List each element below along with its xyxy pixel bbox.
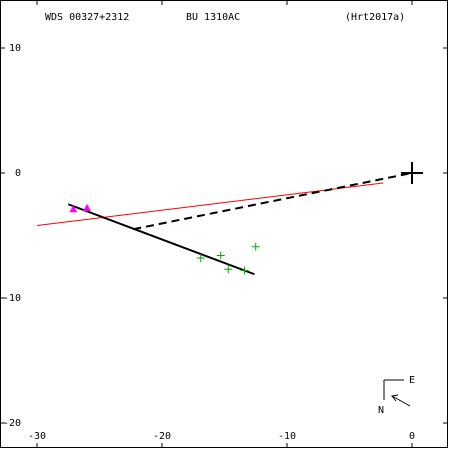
dashed-segment — [133, 172, 413, 231]
reference: (Hrt2017a) — [345, 12, 405, 23]
triangle-point — [69, 205, 78, 213]
chart-title: WDS 00327+2312 — [45, 12, 129, 23]
x-tick-label: 0 — [409, 431, 415, 442]
chart-subtitle: BU 1310AC — [186, 12, 240, 23]
y-tick-label: -20 — [3, 418, 21, 429]
x-tick-label: -10 — [278, 431, 296, 442]
compass-arrow — [391, 395, 411, 407]
plus-point — [224, 265, 233, 274]
compass-east: E — [409, 375, 415, 386]
triangle-point — [83, 204, 91, 211]
y-tick-label: 10 — [9, 43, 21, 54]
y-tick-label: 0 — [15, 168, 21, 179]
compass-arrowhead — [391, 394, 399, 402]
compass — [383, 379, 411, 407]
plus-point — [240, 266, 249, 275]
x-tick-label: -30 — [28, 431, 46, 442]
compass-north: N — [378, 405, 384, 416]
plus-point — [196, 254, 205, 262]
y-tick-label: -10 — [3, 293, 21, 304]
primary-star — [401, 162, 423, 184]
line-segment — [67, 203, 255, 276]
x-tick-label: -20 — [153, 431, 171, 442]
plus-point — [216, 251, 225, 260]
plus-point — [251, 242, 260, 251]
